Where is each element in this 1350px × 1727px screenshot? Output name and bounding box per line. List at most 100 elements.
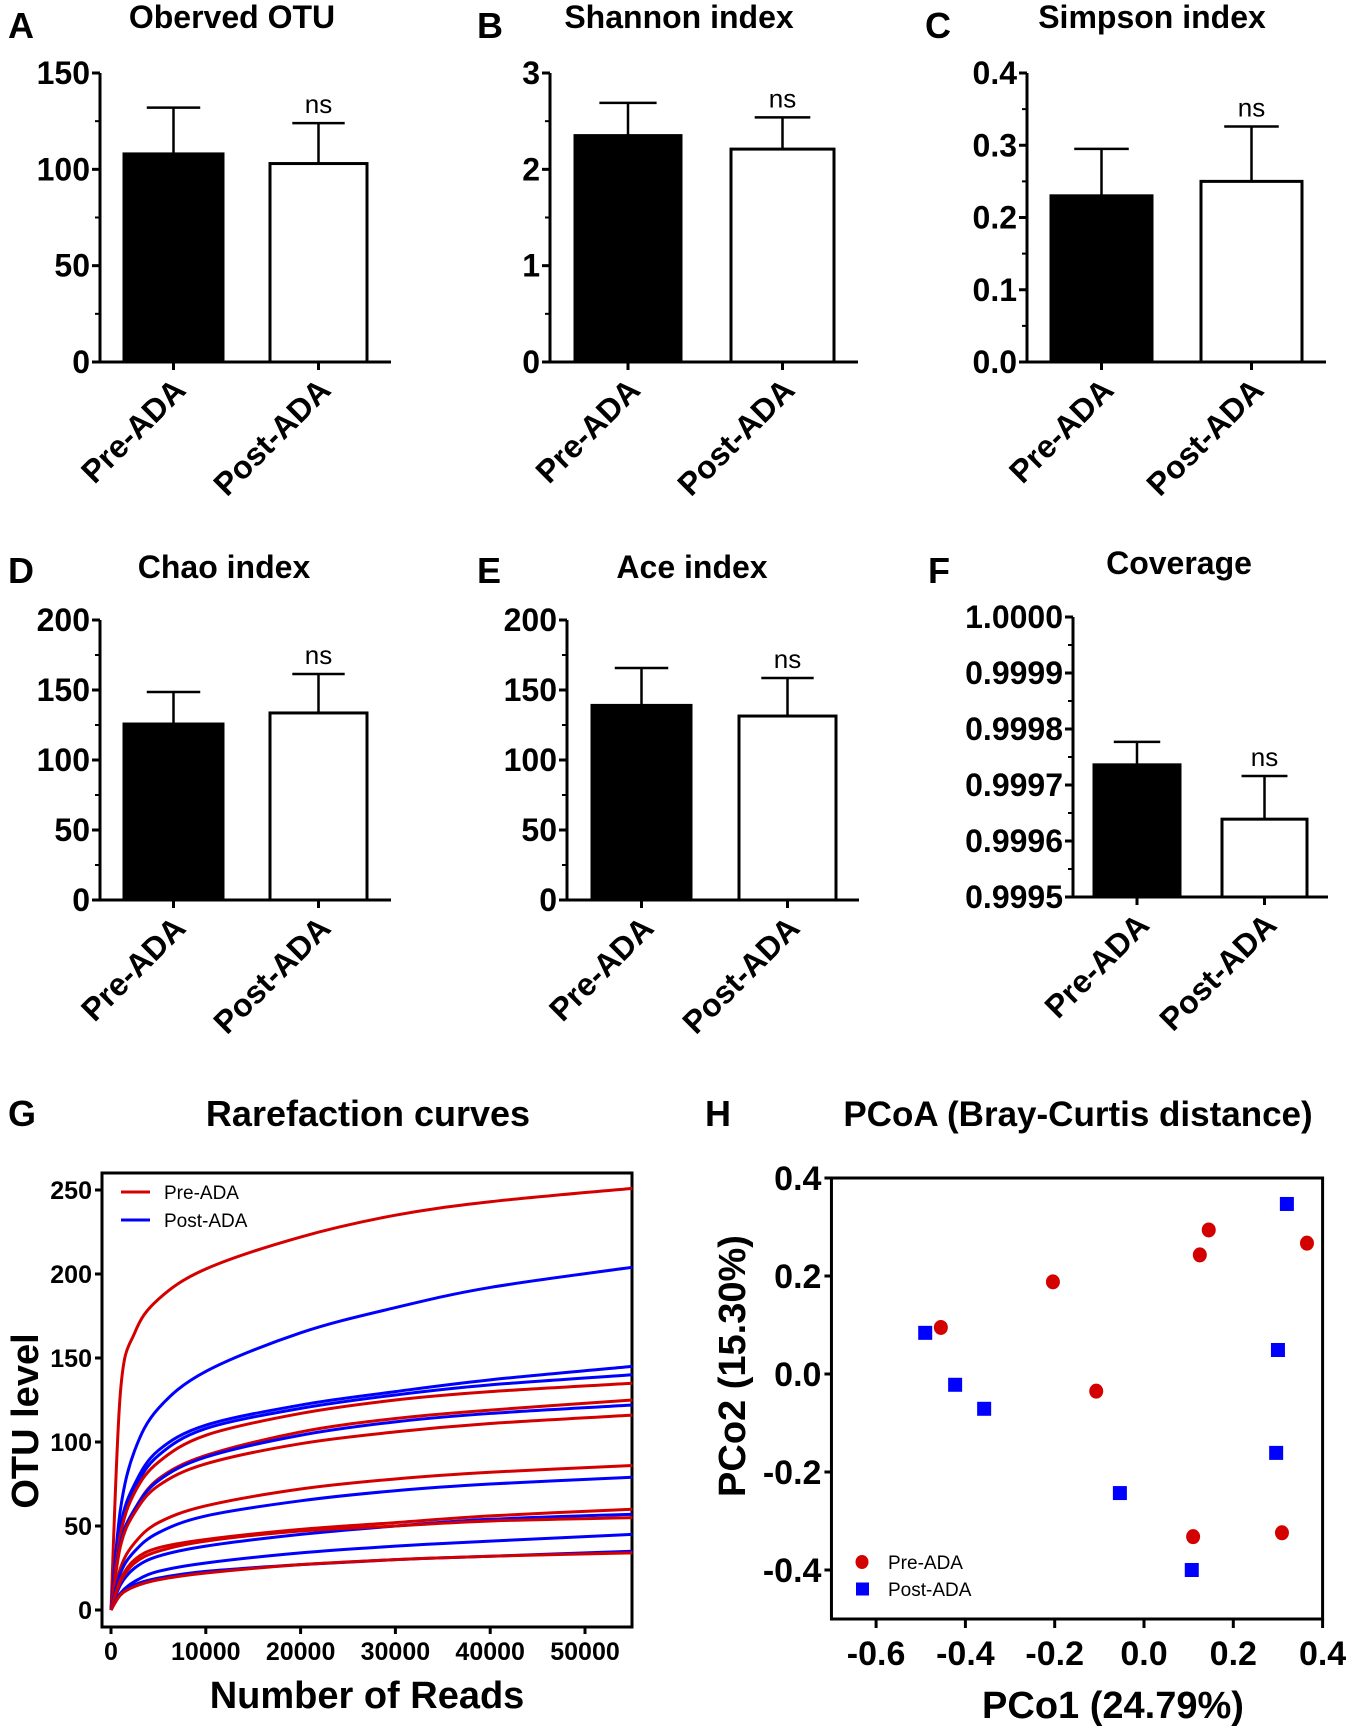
y-tick-label: 0	[72, 344, 90, 380]
point-post-ada	[1279, 1196, 1294, 1211]
y-tick-label: 200	[37, 602, 90, 638]
plot-frame	[829, 1176, 1325, 1621]
panel-label: F	[928, 550, 950, 591]
bar-pre-ada	[1049, 194, 1154, 364]
panel-g: G Rarefaction curves 0 50 100 150 200 250 0 10000…	[5, 1093, 634, 1717]
y-tick-label: 0.9999	[965, 655, 1063, 691]
x-tick-label: -0.4	[936, 1635, 995, 1673]
bar-pre-ada	[1092, 763, 1182, 899]
y-tick-label: 0	[539, 882, 557, 918]
y-tick-label: 150	[37, 672, 90, 708]
y-tick-label: 0	[522, 344, 540, 380]
panel-e: E Ace index 0 50 100 150 200 Pre-ADA Post-ADA ns	[477, 549, 859, 1041]
y-tick-label: 150	[50, 1345, 92, 1373]
panel-title: Oberved OTU	[129, 0, 335, 35]
point-post-ada	[1270, 1342, 1285, 1357]
y-tick-label: 150	[504, 672, 557, 708]
bar-pre-ada	[573, 134, 683, 364]
panel-a: A Oberved OTU 0 50 100 150 Pre-ADA Post-ADA ns	[8, 0, 391, 503]
bar-pre-ada	[122, 722, 225, 902]
curve-pre-ada	[109, 1516, 633, 1611]
point-post-ada	[1112, 1486, 1127, 1501]
panel-label: C	[925, 5, 951, 46]
y-tick-label: 150	[37, 55, 90, 91]
y-tick-label: 0.2	[774, 1258, 821, 1296]
panel-label: H	[705, 1093, 731, 1134]
legend-label: Pre-ADA	[888, 1553, 963, 1574]
y-axis-label: PCo2 (15.30%)	[712, 1235, 754, 1497]
y-tick-label: 0.1	[973, 272, 1017, 308]
y-tick-label: 200	[504, 602, 557, 638]
x-category-label: Pre-ADA	[542, 909, 660, 1027]
significance-label: ns	[305, 640, 332, 670]
curve-pre-ada	[109, 1464, 633, 1611]
curve-pre-ada	[109, 1186, 633, 1611]
x-tick-label: 0.0	[1120, 1635, 1167, 1673]
curve-post-ada	[109, 1475, 633, 1611]
panel-label: A	[8, 5, 34, 46]
panel-title: Coverage	[1106, 545, 1252, 581]
x-tick-label: 20000	[266, 1638, 336, 1666]
x-category-label: Post-ADA	[1139, 371, 1270, 502]
legend-marker-post	[856, 1582, 869, 1596]
point-pre-ada	[1299, 1235, 1314, 1251]
bar-post-ada	[1220, 817, 1309, 899]
point-pre-ada	[1274, 1525, 1289, 1541]
x-tick-label: 0.2	[1210, 1635, 1257, 1673]
y-tick-label: 100	[37, 151, 90, 187]
y-tick-label: 100	[37, 742, 90, 778]
significance-label: ns	[1251, 742, 1278, 772]
y-axis-label: OTU level	[5, 1333, 47, 1508]
x-tick-label: 30000	[361, 1638, 431, 1666]
y-tick-label: 50	[54, 812, 90, 848]
y-tick-label: 100	[504, 742, 557, 778]
y-tick-label: 50	[54, 248, 90, 284]
point-post-ada	[948, 1377, 963, 1392]
point-pre-ada	[1089, 1383, 1104, 1399]
y-tick-label: 200	[50, 1261, 92, 1289]
panel-c: C Simpson index 0.0 0.1 0.2 0.3 0.4 Pre-ADA Post…	[925, 0, 1326, 503]
x-axis-label: Number of Reads	[210, 1675, 525, 1717]
y-tick-label: 0.9997	[965, 767, 1063, 803]
y-tick-label: 0.9995	[965, 879, 1063, 915]
x-category-label: Post-ADA	[206, 909, 337, 1040]
panel-label: D	[8, 550, 34, 591]
point-post-ada	[1269, 1445, 1284, 1460]
panel-label: B	[477, 5, 503, 46]
panel-title: Ace index	[616, 549, 767, 585]
significance-label: ns	[774, 644, 801, 674]
x-category-label: Post-ADA	[1152, 906, 1283, 1037]
panel-d: D Chao index 0 50 100 150 200 Pre-ADA Post-ADA ns	[8, 549, 391, 1041]
point-pre-ada	[933, 1319, 948, 1335]
panel-f: F Coverage 0.9995 0.9996 0.9997 0.9998 0.9999 1…	[928, 545, 1328, 1038]
legend-marker-pre	[855, 1555, 869, 1569]
curve-post-ada	[109, 1265, 633, 1611]
x-tick-label: 10000	[171, 1638, 241, 1666]
x-category-label: Pre-ADA	[74, 909, 192, 1027]
y-tick-label: 0.3	[973, 127, 1017, 163]
x-tick-label: -0.6	[847, 1635, 906, 1673]
y-tick-label: 0.9996	[965, 823, 1063, 859]
bar-post-ada	[268, 711, 369, 902]
panel-label: G	[8, 1093, 36, 1134]
y-tick-label: 0.0	[774, 1356, 821, 1394]
x-axis-label: PCo1 (24.79%)	[982, 1685, 1244, 1727]
bar-post-ada	[729, 147, 836, 364]
y-tick-label: 50	[521, 812, 557, 848]
x-category-label: Post-ADA	[206, 371, 337, 502]
panel-title: Chao index	[138, 549, 311, 585]
x-category-label: Pre-ADA	[1002, 371, 1120, 489]
bar-post-ada	[1199, 179, 1304, 364]
legend-label: Pre-ADA	[164, 1183, 239, 1204]
y-tick-label: 0.2	[973, 200, 1017, 236]
x-category-label: Post-ADA	[675, 909, 806, 1040]
x-tick-label: 50000	[550, 1638, 620, 1666]
x-category-label: Pre-ADA	[528, 371, 646, 489]
y-tick-label: 0.9998	[965, 711, 1063, 747]
curve-post-ada	[109, 1512, 633, 1611]
point-post-ada	[918, 1325, 933, 1340]
panel-title: Rarefaction curves	[206, 1093, 530, 1134]
curve-pre-ada	[109, 1381, 633, 1611]
x-category-label: Pre-ADA	[1037, 906, 1155, 1024]
